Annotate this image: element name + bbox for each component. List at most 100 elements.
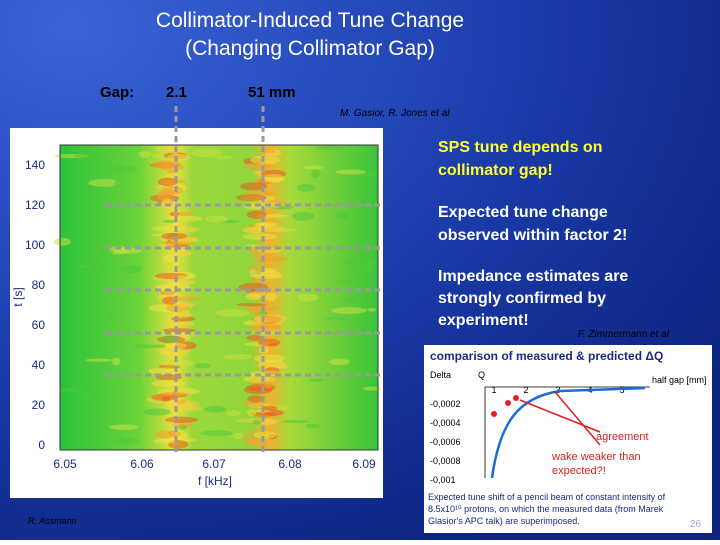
gap-value: 51 mm (248, 84, 296, 101)
bullet: experiment! (438, 312, 529, 329)
gap-label: Gap: (100, 84, 134, 101)
texture (191, 148, 224, 158)
inset-y-tick: -0,0006 (430, 437, 461, 447)
plot-frame (59, 144, 379, 451)
texture (170, 406, 202, 412)
footer: R. Assmann (28, 516, 77, 526)
texture (253, 274, 284, 279)
texture (259, 270, 281, 276)
texture (250, 308, 261, 315)
texture (176, 211, 194, 217)
texture (200, 430, 233, 437)
texture (160, 392, 190, 396)
texture (297, 293, 318, 302)
texture (296, 183, 316, 192)
y-axis-label: t [s] (11, 287, 25, 306)
texture (252, 419, 262, 425)
texture (112, 437, 139, 444)
texture (362, 386, 382, 391)
texture (253, 430, 276, 439)
arrow (554, 391, 601, 446)
texture (308, 378, 325, 382)
texture (242, 233, 278, 240)
texture (244, 190, 274, 196)
inset-point (491, 411, 497, 417)
inset-title: comparison of measured & predicted ΔQ (430, 349, 663, 363)
y-tick-label: 140 (25, 158, 45, 172)
inset-caption: Glasior's APC talk) are superimposed. (428, 516, 580, 526)
texture (173, 310, 192, 319)
texture (263, 377, 277, 382)
y-tick-label: 80 (32, 278, 46, 292)
texture (151, 160, 182, 169)
y-tick-label: 20 (32, 398, 46, 412)
inset-y-tick: -0,0008 (430, 456, 461, 466)
texture (253, 316, 267, 324)
texture (151, 379, 186, 387)
texture (85, 358, 113, 362)
title: (Changing Collimator Gap) (185, 37, 435, 60)
texture (171, 281, 180, 288)
x-tick-label: 6.05 (53, 457, 77, 471)
texture (162, 255, 178, 262)
y-tick-label: 0 (38, 438, 45, 452)
texture (311, 169, 320, 179)
inset-x-tick: 2 (523, 385, 528, 395)
texture (157, 191, 171, 200)
texture (215, 309, 250, 317)
texture (232, 432, 244, 439)
texture (236, 303, 268, 307)
texture (74, 264, 91, 268)
texture (264, 381, 273, 389)
texture (166, 153, 191, 161)
texture (204, 406, 226, 413)
texture (87, 265, 103, 272)
texture (162, 219, 178, 224)
texture (249, 411, 277, 417)
texture (256, 222, 278, 227)
texture (246, 210, 267, 219)
texture (169, 211, 180, 217)
texture (165, 423, 176, 427)
x-axis-label: f [kHz] (198, 474, 232, 488)
texture (93, 249, 114, 255)
texture (314, 145, 347, 150)
texture (158, 177, 178, 187)
texture (161, 261, 177, 266)
texture (74, 152, 89, 161)
texture (214, 155, 233, 160)
y-tick-label: 40 (32, 358, 46, 372)
bullet: Impedance estimates are (438, 268, 628, 285)
inset-y-label: Q (478, 370, 485, 380)
texture (112, 357, 121, 366)
texture (160, 243, 175, 248)
texture (302, 165, 324, 170)
texture (282, 419, 311, 424)
texture (247, 395, 264, 403)
texture (242, 226, 266, 234)
texture (265, 292, 277, 302)
texture (331, 307, 368, 314)
texture (329, 358, 350, 366)
texture (260, 256, 288, 262)
inset-arrows (519, 391, 601, 446)
spectrogram-image (60, 145, 378, 450)
texture (154, 430, 177, 439)
texture (343, 296, 369, 305)
x-tick-label: 6.07 (202, 457, 226, 471)
texture (162, 320, 183, 325)
texture (171, 296, 201, 302)
inset-caption: 8.5x10¹⁰ protons, on which the measured … (428, 504, 664, 514)
texture (246, 335, 263, 341)
texture (256, 365, 291, 369)
texture (253, 354, 286, 364)
texture (239, 182, 268, 191)
inset-point (513, 395, 519, 401)
arrow (519, 399, 601, 433)
y-tick-label: 120 (25, 198, 45, 212)
texture (336, 279, 369, 285)
texture (225, 410, 241, 417)
bullet-credit: F. Zimmermann et al (578, 329, 670, 340)
texture (244, 162, 272, 170)
